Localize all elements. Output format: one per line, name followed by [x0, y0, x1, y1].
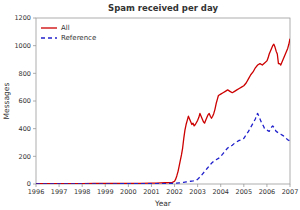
x-tick — [266, 184, 267, 187]
y-tick — [33, 184, 36, 185]
legend-swatch — [41, 37, 57, 38]
y-tick-label: 1200 — [14, 14, 31, 22]
x-tick-label: 1998 — [74, 188, 91, 196]
x-tick-label: 2005 — [236, 188, 253, 196]
y-tick-label: 400 — [19, 125, 31, 133]
x-tick-label: 2006 — [259, 188, 276, 196]
y-axis-label: Messages — [2, 83, 11, 120]
x-tick-label: 2000 — [120, 188, 137, 196]
y-tick — [33, 156, 36, 157]
x-tick-label: 2002 — [166, 188, 183, 196]
x-tick — [197, 184, 198, 187]
legend-label: Reference — [61, 34, 96, 42]
x-tick — [220, 184, 221, 187]
legend-label: All — [61, 24, 70, 32]
series-line — [36, 39, 290, 184]
x-axis-label: Year — [154, 199, 172, 208]
x-tick — [82, 184, 83, 187]
plot-area — [36, 39, 290, 184]
x-tick-label: 1996 — [28, 188, 45, 196]
x-tick-label: 2007 — [282, 188, 299, 196]
x-tick-label: 2004 — [212, 188, 229, 196]
y-tick — [33, 45, 36, 46]
x-tick-label: 1997 — [51, 188, 68, 196]
title: Spam received per day — [108, 3, 218, 13]
x-tick — [105, 184, 106, 187]
y-tick-label: 600 — [19, 97, 31, 105]
x-tick — [151, 184, 152, 187]
series-line — [36, 113, 290, 183]
legend: All Reference — [41, 24, 96, 42]
chart: 1996199719981999200020012002200320042005… — [0, 0, 300, 210]
y-tick-label: 0 — [27, 180, 31, 188]
y-tick — [33, 128, 36, 129]
x-tick — [290, 184, 291, 187]
plot-frame — [36, 18, 290, 184]
x-tick-label: 2003 — [189, 188, 206, 196]
y-tick-label: 800 — [19, 70, 31, 78]
x-tick — [174, 184, 175, 187]
y-tick — [33, 101, 36, 102]
y-tick-label: 1000 — [14, 42, 31, 50]
y-tick-label: 200 — [19, 153, 31, 161]
y-tick — [33, 73, 36, 74]
y-tick — [33, 18, 36, 19]
x-tick-label: 2001 — [143, 188, 160, 196]
x-tick — [36, 184, 37, 187]
x-tick — [243, 184, 244, 187]
legend-swatch — [41, 27, 57, 28]
x-tick — [59, 184, 60, 187]
x-tick — [128, 184, 129, 187]
x-tick-label: 1999 — [97, 188, 114, 196]
